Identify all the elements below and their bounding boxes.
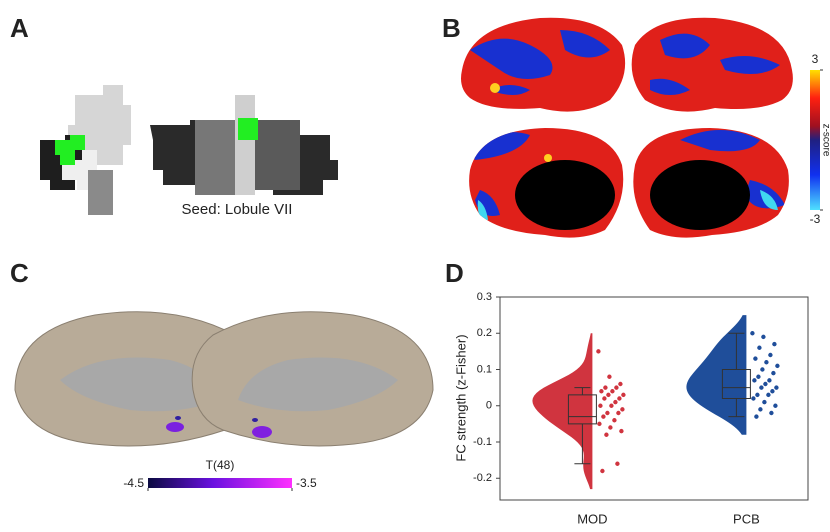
y-axis-label: FC strength (z-Fisher) xyxy=(453,334,468,461)
colorbar xyxy=(148,478,292,488)
y-tick-label: 0.1 xyxy=(477,363,492,375)
point xyxy=(616,411,620,415)
point xyxy=(750,331,754,335)
point xyxy=(599,389,603,393)
point xyxy=(773,404,777,408)
point xyxy=(752,378,756,382)
x-tick-label: PCB xyxy=(733,511,760,526)
figure: A B C D Seed: Lobule VII z-score T(48) F… xyxy=(0,0,830,532)
point xyxy=(597,422,601,426)
cortex-tmaps: T(48) xyxy=(15,312,433,488)
point xyxy=(603,385,607,389)
y-tick-label: -0.1 xyxy=(473,436,492,448)
point xyxy=(602,396,606,400)
point xyxy=(606,393,610,397)
y-tick-label: -0.2 xyxy=(473,472,492,484)
point xyxy=(619,429,623,433)
point xyxy=(755,393,759,397)
point xyxy=(769,411,773,415)
point xyxy=(766,393,770,397)
point xyxy=(763,382,767,386)
colorbar-tick-label: -4.5 xyxy=(123,476,144,490)
y-tick-label: 0.2 xyxy=(477,327,492,339)
cerebellum-image: Seed: Lobule VII xyxy=(40,85,338,218)
point xyxy=(613,400,617,404)
point xyxy=(767,378,771,382)
panel-label: C xyxy=(10,258,29,288)
colorbar-label: T(48) xyxy=(206,458,235,472)
point xyxy=(608,425,612,429)
point xyxy=(610,389,614,393)
point xyxy=(614,385,618,389)
point xyxy=(760,367,764,371)
point xyxy=(598,404,602,408)
violin xyxy=(532,333,592,489)
panel-label: A xyxy=(10,13,29,43)
point xyxy=(762,400,766,404)
colorbar xyxy=(810,70,820,210)
point xyxy=(757,346,761,350)
point xyxy=(605,411,609,415)
point xyxy=(758,407,762,411)
point xyxy=(607,375,611,379)
point xyxy=(615,462,619,466)
point xyxy=(601,414,605,418)
x-tick-label: MOD xyxy=(577,511,607,526)
colorbar-tick-label: -3.5 xyxy=(296,476,317,490)
point xyxy=(620,407,624,411)
point xyxy=(772,342,776,346)
point xyxy=(764,360,768,364)
point xyxy=(759,385,763,389)
point xyxy=(770,389,774,393)
caption: Seed: Lobule VII xyxy=(182,201,293,218)
point xyxy=(604,433,608,437)
colorbar-tick-label: -3 xyxy=(810,212,821,226)
point xyxy=(751,396,755,400)
point xyxy=(756,375,760,379)
panel-label: B xyxy=(442,13,461,43)
point xyxy=(612,418,616,422)
y-tick-label: 0.3 xyxy=(477,291,492,303)
point xyxy=(753,356,757,360)
panel-label: D xyxy=(445,258,464,288)
point xyxy=(768,353,772,357)
point xyxy=(754,414,758,418)
point xyxy=(618,382,622,386)
point xyxy=(617,396,621,400)
point xyxy=(596,349,600,353)
point xyxy=(761,335,765,339)
point xyxy=(771,371,775,375)
colorbar-tick-label: 3 xyxy=(812,52,819,66)
y-tick-label: 0 xyxy=(486,400,492,412)
point xyxy=(774,385,778,389)
point xyxy=(609,404,613,408)
point xyxy=(775,364,779,368)
point xyxy=(621,393,625,397)
cortex-zmaps: z-score xyxy=(450,10,830,250)
colorbar-label: z-score xyxy=(820,124,830,157)
point xyxy=(600,469,604,473)
